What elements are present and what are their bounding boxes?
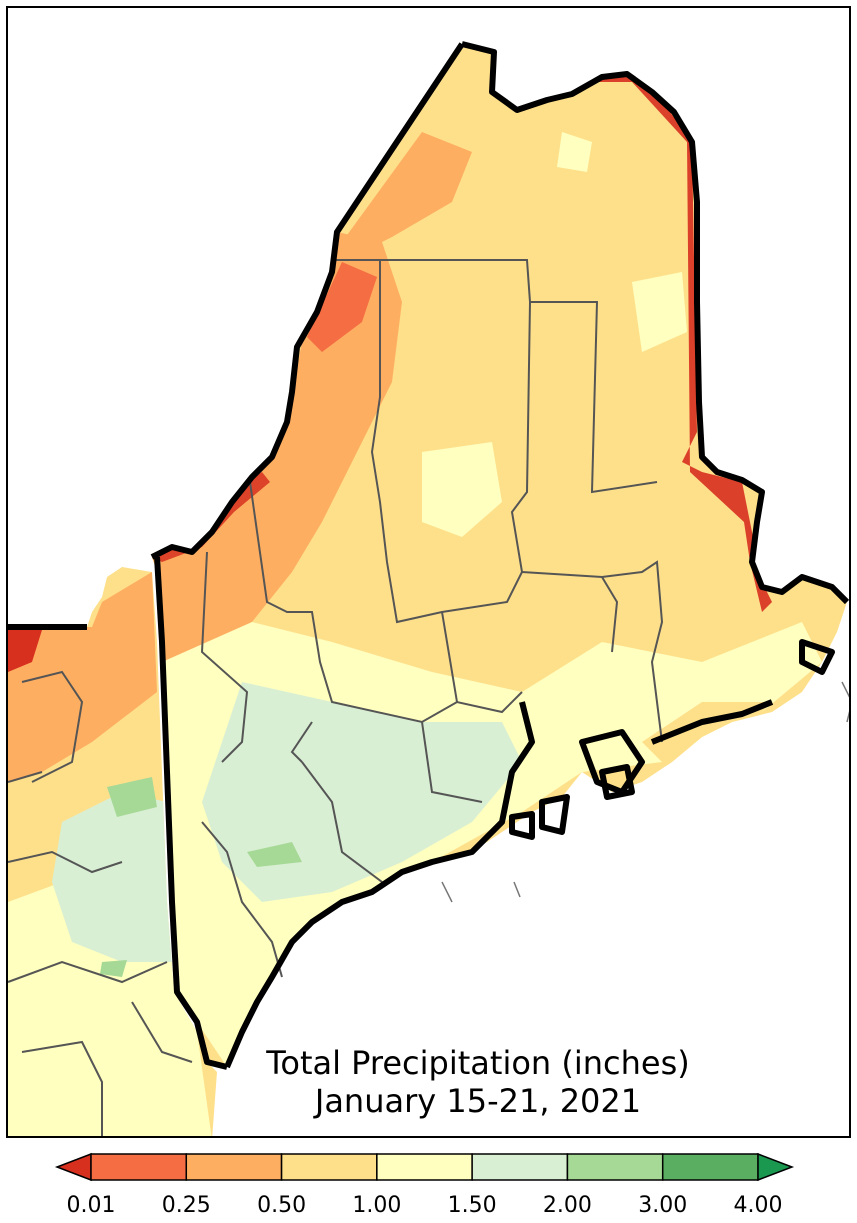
color-legend: 0.01 0.25 0.50 1.00 1.50 2.00 3.00 4.00 (54, 1152, 795, 1218)
legend-bin (376, 1153, 473, 1181)
legend-extend-high (757, 1152, 795, 1182)
legend-bin (90, 1153, 188, 1181)
legend-tick-label: 0.50 (257, 1193, 306, 1218)
legend-tick-label: 1.50 (448, 1193, 497, 1218)
legend-tick-label: 4.00 (734, 1193, 783, 1218)
map-subtitle: January 15-21, 2021 (314, 1082, 642, 1120)
legend-tick-label: 1.00 (352, 1193, 401, 1218)
legend-bin (280, 1153, 378, 1181)
legend-tick-label: 3.00 (638, 1193, 687, 1218)
legend-tick-label: 0.25 (162, 1193, 211, 1218)
legend-extend-low (54, 1152, 92, 1182)
precipitation-map (8, 41, 849, 1136)
legend-tick-label: 2.00 (543, 1193, 592, 1218)
map-panel (6, 6, 851, 1138)
map-title: Total Precipitation (inches) (266, 1044, 690, 1082)
legend-bin (661, 1153, 759, 1181)
legend-bin (471, 1153, 569, 1181)
map-title-block: Total Precipitation (inches) January 15-… (200, 1044, 756, 1120)
legend-tick-label: 0.01 (67, 1193, 116, 1218)
legend-bin (566, 1153, 664, 1181)
legend-bin (185, 1153, 283, 1181)
